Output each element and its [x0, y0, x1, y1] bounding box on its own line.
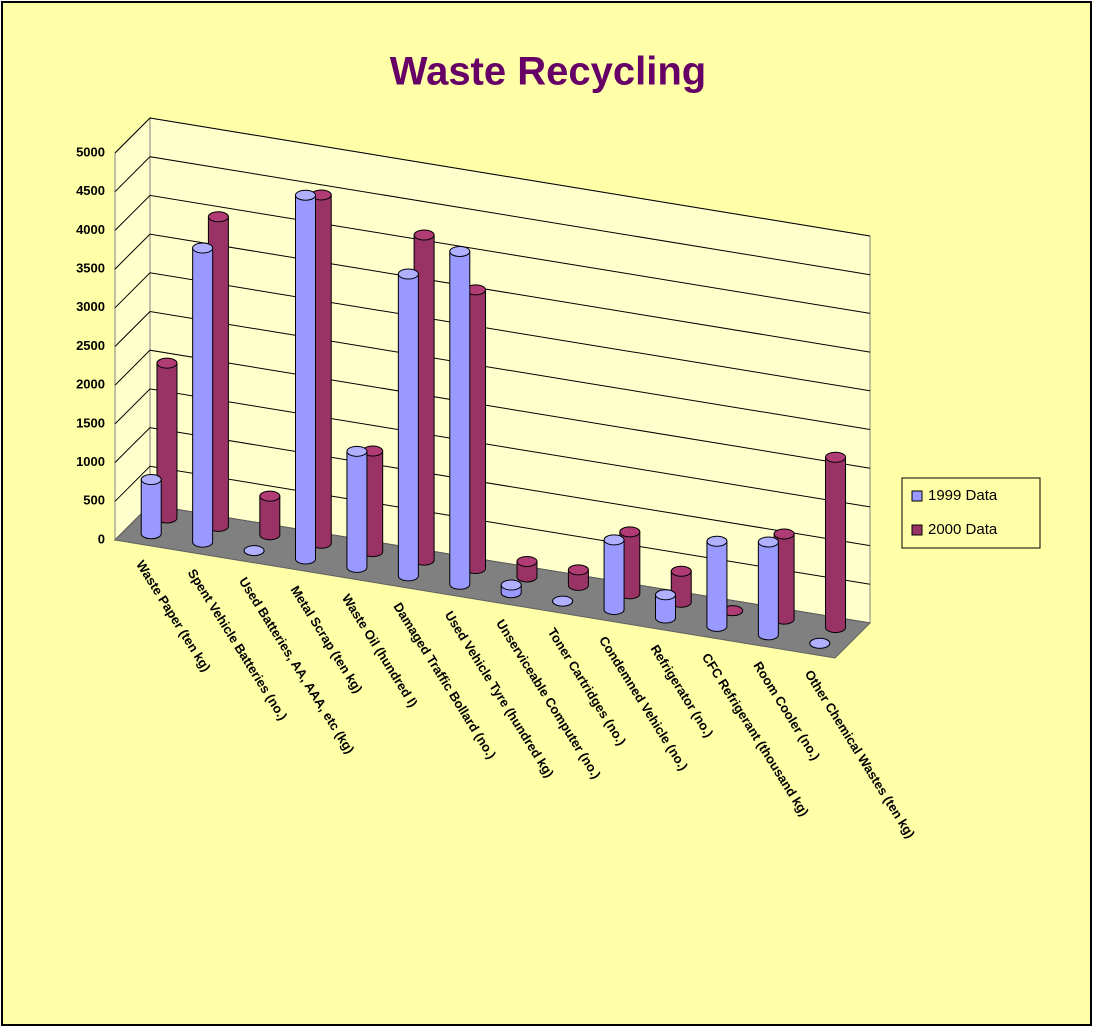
- grid-line: [114, 117, 871, 237]
- grid-line: [114, 272, 871, 392]
- y-tick-label: 4500: [76, 183, 105, 198]
- cylinder: [259, 490, 281, 541]
- cylinder: [757, 536, 779, 641]
- cylinder-top: [552, 595, 574, 607]
- cylinder: [397, 268, 419, 582]
- cylinder-top: [825, 451, 847, 463]
- legend-label: 1999 Data: [928, 487, 998, 504]
- cylinder-top: [757, 536, 779, 548]
- cylinder: [413, 229, 435, 566]
- y-tick-label: 2500: [76, 338, 105, 353]
- cylinder-top: [655, 589, 676, 601]
- cylinder: [567, 564, 589, 591]
- cylinder-top: [449, 245, 471, 257]
- cylinder-body: [655, 594, 676, 624]
- cylinder-top: [295, 189, 316, 201]
- cylinder-top: [413, 229, 435, 241]
- cylinder-body: [449, 250, 471, 590]
- cylinder: [603, 534, 625, 616]
- grid-line: [114, 349, 871, 469]
- cylinder: [362, 445, 384, 558]
- cylinder-top: [397, 268, 419, 280]
- cylinder-body: [825, 456, 847, 634]
- cylinder-body: [397, 273, 419, 582]
- cylinder-body: [295, 194, 316, 565]
- cylinder-top: [516, 555, 538, 567]
- cylinder-top: [567, 564, 589, 576]
- cylinder-body: [603, 539, 625, 616]
- cylinder: [655, 589, 676, 624]
- y-tick-label: 1500: [76, 415, 105, 430]
- y-tick-label: 4000: [76, 222, 105, 237]
- cylinder: [140, 474, 162, 540]
- cylinder-top: [156, 357, 178, 369]
- cylinder-body: [567, 569, 589, 591]
- legend-swatch: [911, 524, 923, 536]
- grid-line: [114, 233, 871, 353]
- cylinder: [500, 579, 522, 599]
- cylinder-top: [192, 242, 214, 254]
- y-tick-label: 5000: [76, 144, 105, 159]
- legend-label: 2000 Data: [928, 521, 998, 538]
- cylinder: [773, 528, 795, 625]
- cylinder-top: [500, 579, 522, 591]
- cylinder: [670, 565, 692, 608]
- cylinder: [310, 189, 332, 549]
- cylinder-body: [516, 560, 538, 583]
- grid-line: [114, 427, 871, 547]
- cylinder: [243, 545, 265, 557]
- cylinder: [619, 526, 641, 600]
- cylinder: [295, 189, 316, 565]
- cylinder-top: [259, 490, 281, 502]
- y-tick-label: 2000: [76, 377, 105, 392]
- cylinder-body: [259, 495, 281, 541]
- cylinder-top: [243, 545, 265, 557]
- grid-line: [114, 156, 871, 276]
- cylinder-top: [773, 528, 795, 540]
- cylinder: [516, 555, 538, 583]
- y-tick-label: 500: [83, 493, 105, 508]
- cylinder-top: [809, 637, 831, 649]
- cylinder: [346, 445, 368, 573]
- cylinder: [449, 245, 471, 590]
- cylinder: [825, 451, 847, 634]
- cylinder-top: [619, 526, 641, 538]
- y-tick-label: 1000: [76, 454, 105, 469]
- y-tick-label: 3000: [76, 299, 105, 314]
- y-tick-label: 0: [98, 531, 105, 546]
- grid-line: [114, 194, 871, 314]
- cylinder-body: [706, 540, 728, 632]
- cylinder-top: [140, 474, 162, 486]
- chart-title: Waste Recycling: [390, 50, 706, 94]
- cylinder-top: [603, 534, 625, 546]
- cylinder-body: [140, 479, 162, 540]
- grid-line: [114, 388, 871, 508]
- y-tick-label: 3500: [76, 261, 105, 276]
- cylinder-top: [670, 565, 692, 577]
- cylinder-top: [346, 445, 368, 457]
- cylinder-body: [192, 247, 214, 548]
- grid-line: [114, 310, 871, 430]
- cylinder-top: [207, 211, 229, 223]
- cylinder: [552, 595, 574, 607]
- legend-swatch: [911, 490, 923, 502]
- cylinder-top: [706, 535, 728, 547]
- cylinder: [809, 637, 831, 649]
- cylinder-body: [346, 450, 368, 573]
- cylinder-body: [757, 541, 779, 641]
- cylinder: [192, 242, 214, 548]
- cylinder: [706, 535, 728, 632]
- legend-box: [901, 477, 1041, 549]
